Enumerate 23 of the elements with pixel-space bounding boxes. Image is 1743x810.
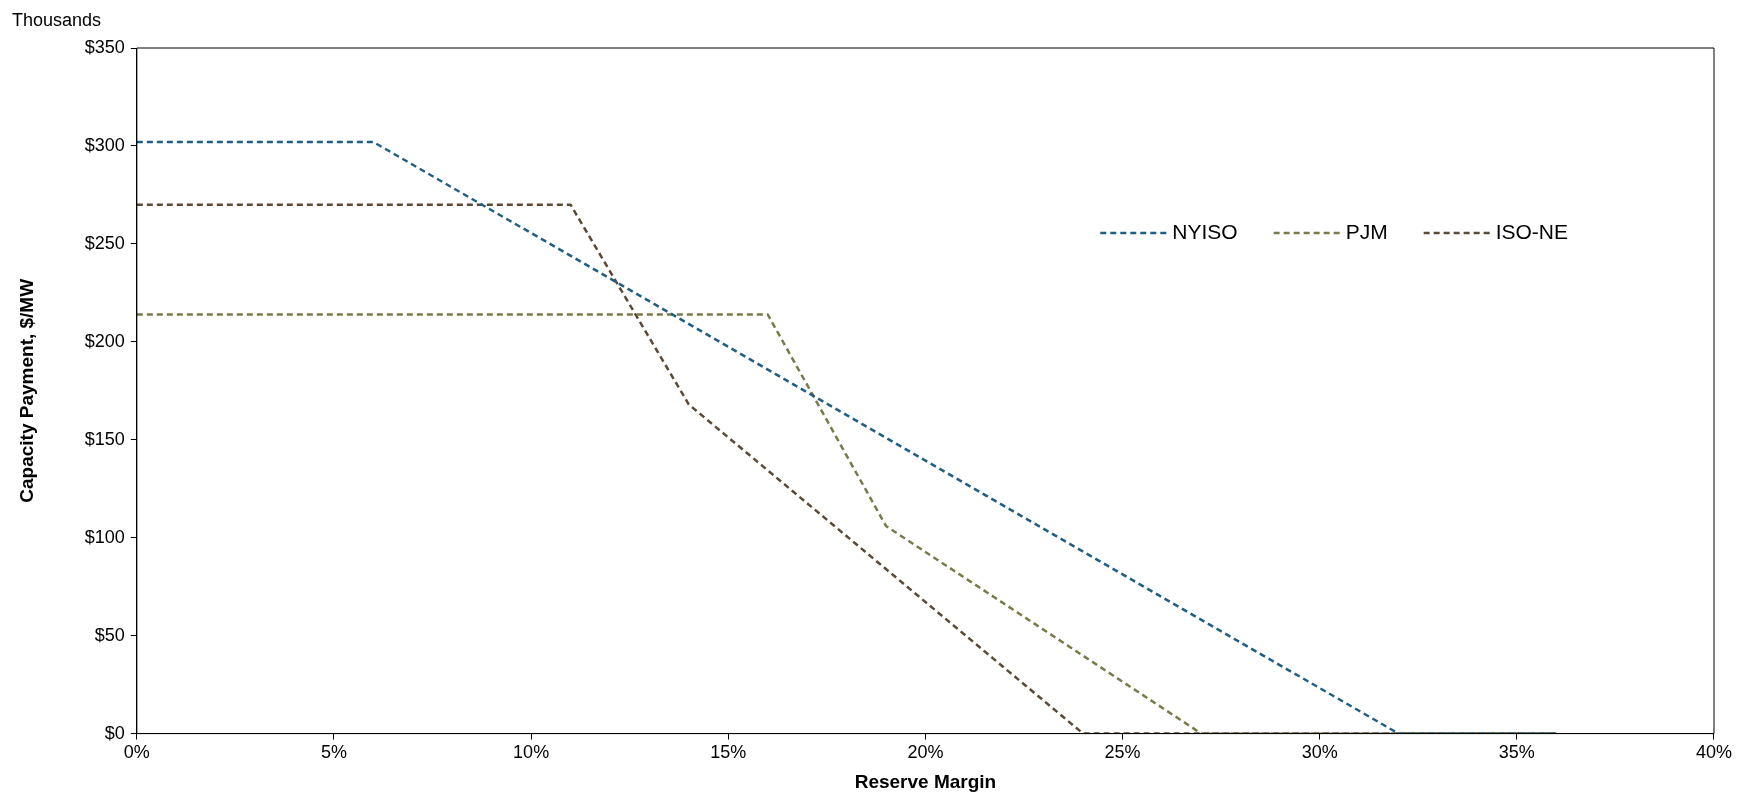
legend-label: ISO-NE [1495, 219, 1568, 243]
y-tick-label: $250 [84, 232, 125, 253]
x-tick-label: 40% [1695, 742, 1732, 763]
x-tick-label: 25% [1104, 742, 1141, 763]
legend-label: PJM [1345, 219, 1388, 243]
x-tick-label: 5% [320, 742, 347, 763]
y-tick-label: $100 [84, 526, 125, 547]
y-tick-label: $50 [94, 624, 125, 645]
x-tick-label: 15% [710, 742, 747, 763]
y-tick-label: $150 [84, 428, 125, 449]
x-axis-title: Reserve Margin [854, 770, 997, 792]
x-tick-label: 30% [1301, 742, 1338, 763]
legend-label: NYISO [1172, 219, 1238, 243]
x-tick-label: 0% [123, 742, 150, 763]
y-tick-label: $200 [84, 330, 125, 351]
y-tick-label: $300 [84, 134, 125, 155]
x-tick-label: 35% [1498, 742, 1535, 763]
x-tick-label: 10% [513, 742, 550, 763]
text: Thousands [12, 9, 102, 30]
y-tick-label: $0 [104, 722, 125, 743]
y-tick-label: $350 [84, 36, 125, 57]
y-axis-title: Capacity Payment, $/MW [15, 278, 37, 503]
x-tick-label: 20% [907, 742, 944, 763]
